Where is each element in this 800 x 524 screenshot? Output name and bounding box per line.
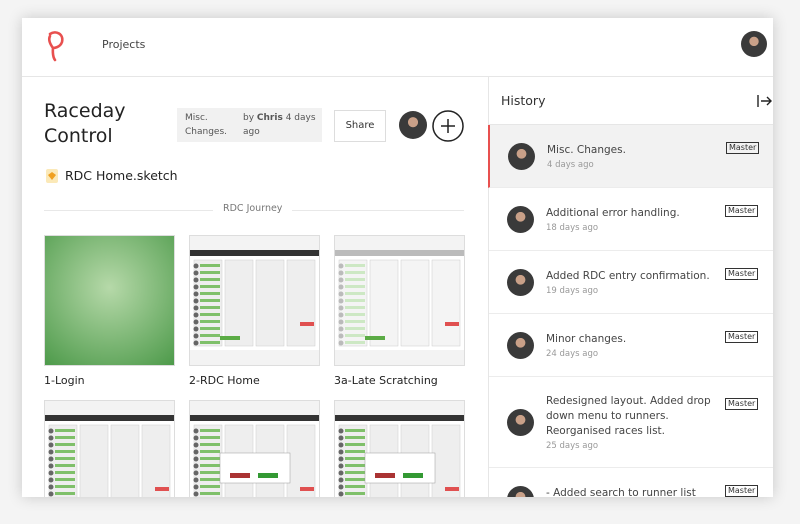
commit-message: Minor changes. xyxy=(546,333,627,345)
commit-message: Misc. Changes. xyxy=(547,144,626,156)
commit-badge: Misc. Changes. by Chris 4 days ago xyxy=(177,108,322,142)
collaborator-avatar[interactable] xyxy=(399,111,427,139)
commit-message: Redesigned layout. Added drop down menu … xyxy=(546,395,711,437)
nav-link[interactable]: Projects xyxy=(102,38,146,51)
commit-message-block: - Added search to runner list xyxy=(546,486,716,497)
author-avatar xyxy=(507,331,534,359)
badge-by: by xyxy=(243,113,255,123)
branch-tag: Master xyxy=(725,267,759,280)
artboard-thumbnail[interactable] xyxy=(189,235,320,366)
commit-time: 18 days ago xyxy=(546,223,599,233)
commit-message-block: Misc. Changes. 4 days ago xyxy=(547,143,717,173)
project-panel: Raceday Control Misc. Changes. by Chris … xyxy=(22,77,488,497)
author-avatar xyxy=(507,268,534,296)
author-avatar xyxy=(508,142,535,170)
file-name[interactable]: RDC Home.sketch xyxy=(65,168,178,183)
branch-tag: Master xyxy=(725,330,759,343)
history-item[interactable]: - Added search to runner list Master xyxy=(489,468,773,497)
screen-preview xyxy=(45,415,174,497)
history-item[interactable]: Added RDC entry confirmation. 19 days ago… xyxy=(489,251,773,314)
commit-time: 25 days ago xyxy=(546,441,599,451)
branch-tag: Master xyxy=(725,204,759,217)
user-avatar[interactable] xyxy=(741,31,767,57)
branch-tag: Master xyxy=(725,484,759,497)
project-title: Raceday Control xyxy=(44,100,126,147)
commit-message: Additional error handling. xyxy=(546,207,680,219)
artboard-label: 2-RDC Home xyxy=(189,374,260,387)
badge-time: 4 days ago xyxy=(243,113,316,137)
screen-preview xyxy=(190,415,319,497)
commit-message-block: Additional error handling. 18 days ago xyxy=(546,206,716,236)
artboard-thumbnail[interactable] xyxy=(44,235,175,366)
branch-tag: Master xyxy=(725,398,759,410)
badge-commit: Misc. Changes. xyxy=(185,113,228,137)
commit-message-block: Added RDC entry confirmation. 19 days ago xyxy=(546,269,716,299)
section-title: RDC Journey xyxy=(213,203,293,214)
share-button[interactable]: Share xyxy=(334,110,386,142)
artboard-thumbnail[interactable] xyxy=(334,400,465,497)
app-window: Projects Raceday Control Misc. Changes. … xyxy=(22,18,773,497)
badge-author: Chris xyxy=(256,113,283,123)
add-button[interactable] xyxy=(432,110,464,142)
screen-preview xyxy=(335,415,464,497)
artboard-thumbnail[interactable] xyxy=(334,235,465,366)
sketch-icon xyxy=(46,169,58,183)
commit-message-block: Redesigned layout. Added drop down menu … xyxy=(546,394,716,454)
badge-meta: by Chris 4 days ago xyxy=(243,111,319,139)
commit-message: - Added search to runner list xyxy=(546,487,696,497)
artboard-thumbnail[interactable] xyxy=(189,400,320,497)
divider xyxy=(489,124,773,125)
commit-time: 4 days ago xyxy=(547,160,594,170)
close-panel-icon[interactable] xyxy=(757,94,773,108)
logo[interactable] xyxy=(42,30,68,62)
artboard-label: 1-Login xyxy=(44,374,85,387)
commit-message: Added RDC entry confirmation. xyxy=(546,270,710,282)
author-avatar xyxy=(507,205,534,233)
commit-time: 19 days ago xyxy=(546,286,599,296)
commit-message-block: Minor changes. 24 days ago xyxy=(546,332,716,362)
author-avatar xyxy=(507,485,534,497)
commit-time: 24 days ago xyxy=(546,349,599,359)
history-panel: History Misc. Changes. 4 days ago Master Ad… xyxy=(488,77,773,497)
header: Projects xyxy=(22,18,773,77)
branch-tag: Master xyxy=(726,141,760,154)
artboard-thumbnail[interactable] xyxy=(44,400,175,497)
history-item[interactable]: Misc. Changes. 4 days ago Master xyxy=(488,125,773,188)
author-avatar xyxy=(507,408,534,436)
history-item[interactable]: Redesigned layout. Added drop down menu … xyxy=(489,377,773,468)
artboard-label: 3a-Late Scratching xyxy=(334,374,438,387)
history-item[interactable]: Additional error handling. 18 days ago Mas… xyxy=(489,188,773,251)
screen-preview xyxy=(335,250,464,350)
history-item[interactable]: Minor changes. 24 days ago Master xyxy=(489,314,773,377)
history-title: History xyxy=(501,93,546,108)
screen-preview xyxy=(190,250,319,350)
